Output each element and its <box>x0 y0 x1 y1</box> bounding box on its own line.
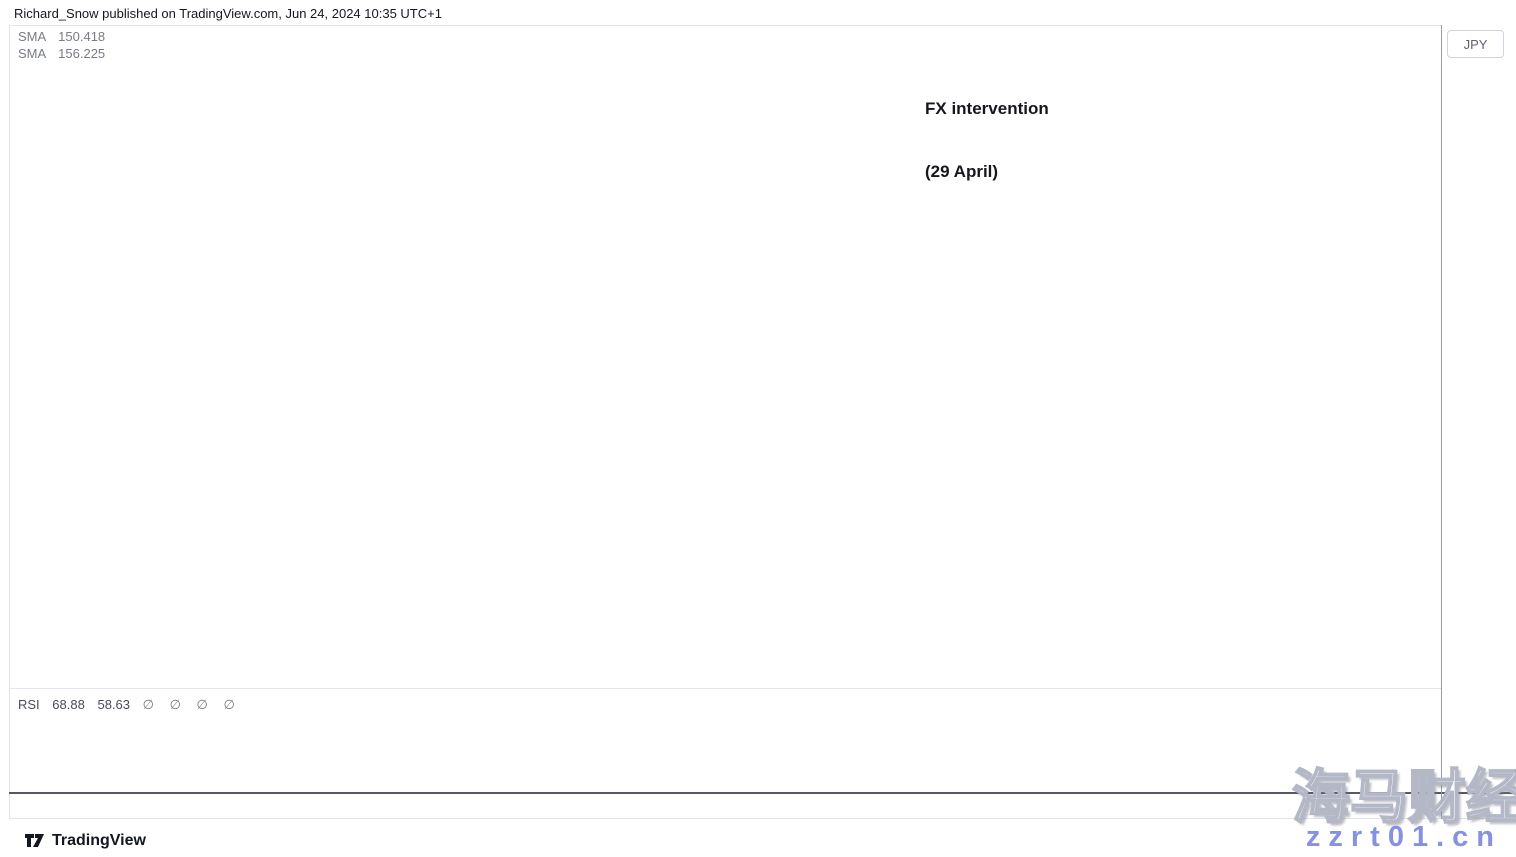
tradingview-logo-icon <box>24 830 45 851</box>
pane-separator[interactable] <box>10 688 1441 689</box>
rsi-ma-legend-value: 58.63 <box>97 697 131 712</box>
rsi-legend-row[interactable]: RSI 68.88 58.63 ∅ ∅ ∅ ∅ <box>18 697 250 713</box>
chart-top-border <box>9 25 1442 26</box>
watermark-site: zzrt01.cn <box>1305 821 1502 853</box>
sma-legend-label-1: SMA <box>18 29 47 44</box>
currency-button[interactable]: JPY <box>1447 30 1504 58</box>
sma-legend-value-1: 150.418 <box>58 29 106 44</box>
sma-legend-row-1[interactable]: SMA 150.418 <box>18 29 105 44</box>
rsi-empty-slots-icon: ∅ ∅ ∅ ∅ <box>142 697 241 712</box>
rsi-bottom-separator <box>9 792 1516 794</box>
chart-left-border <box>9 25 10 819</box>
sma-legend-label-2: SMA <box>18 46 47 61</box>
sma-legend-row-2[interactable]: SMA 156.225 <box>18 46 105 61</box>
published-header: Richard_Snow published on TradingView.co… <box>14 6 442 21</box>
fx-intervention-annotation: FX intervention (29 April) <box>925 56 1049 224</box>
tradingview-footer-label: TradingView <box>52 831 146 849</box>
fx-annotation-line2: (29 April) <box>925 162 999 181</box>
rsi-legend-label: RSI <box>18 697 40 712</box>
tradingview-footer-link[interactable]: TradingView <box>24 830 146 851</box>
price-axis-border <box>1441 25 1442 819</box>
sma-legend-value-2: 156.225 <box>58 46 106 61</box>
watermark-cn: 海马财经 <box>1291 764 1516 831</box>
rsi-legend-value: 68.88 <box>52 697 85 712</box>
fx-annotation-line1: FX intervention <box>925 99 1049 118</box>
time-axis-border <box>9 818 1516 819</box>
